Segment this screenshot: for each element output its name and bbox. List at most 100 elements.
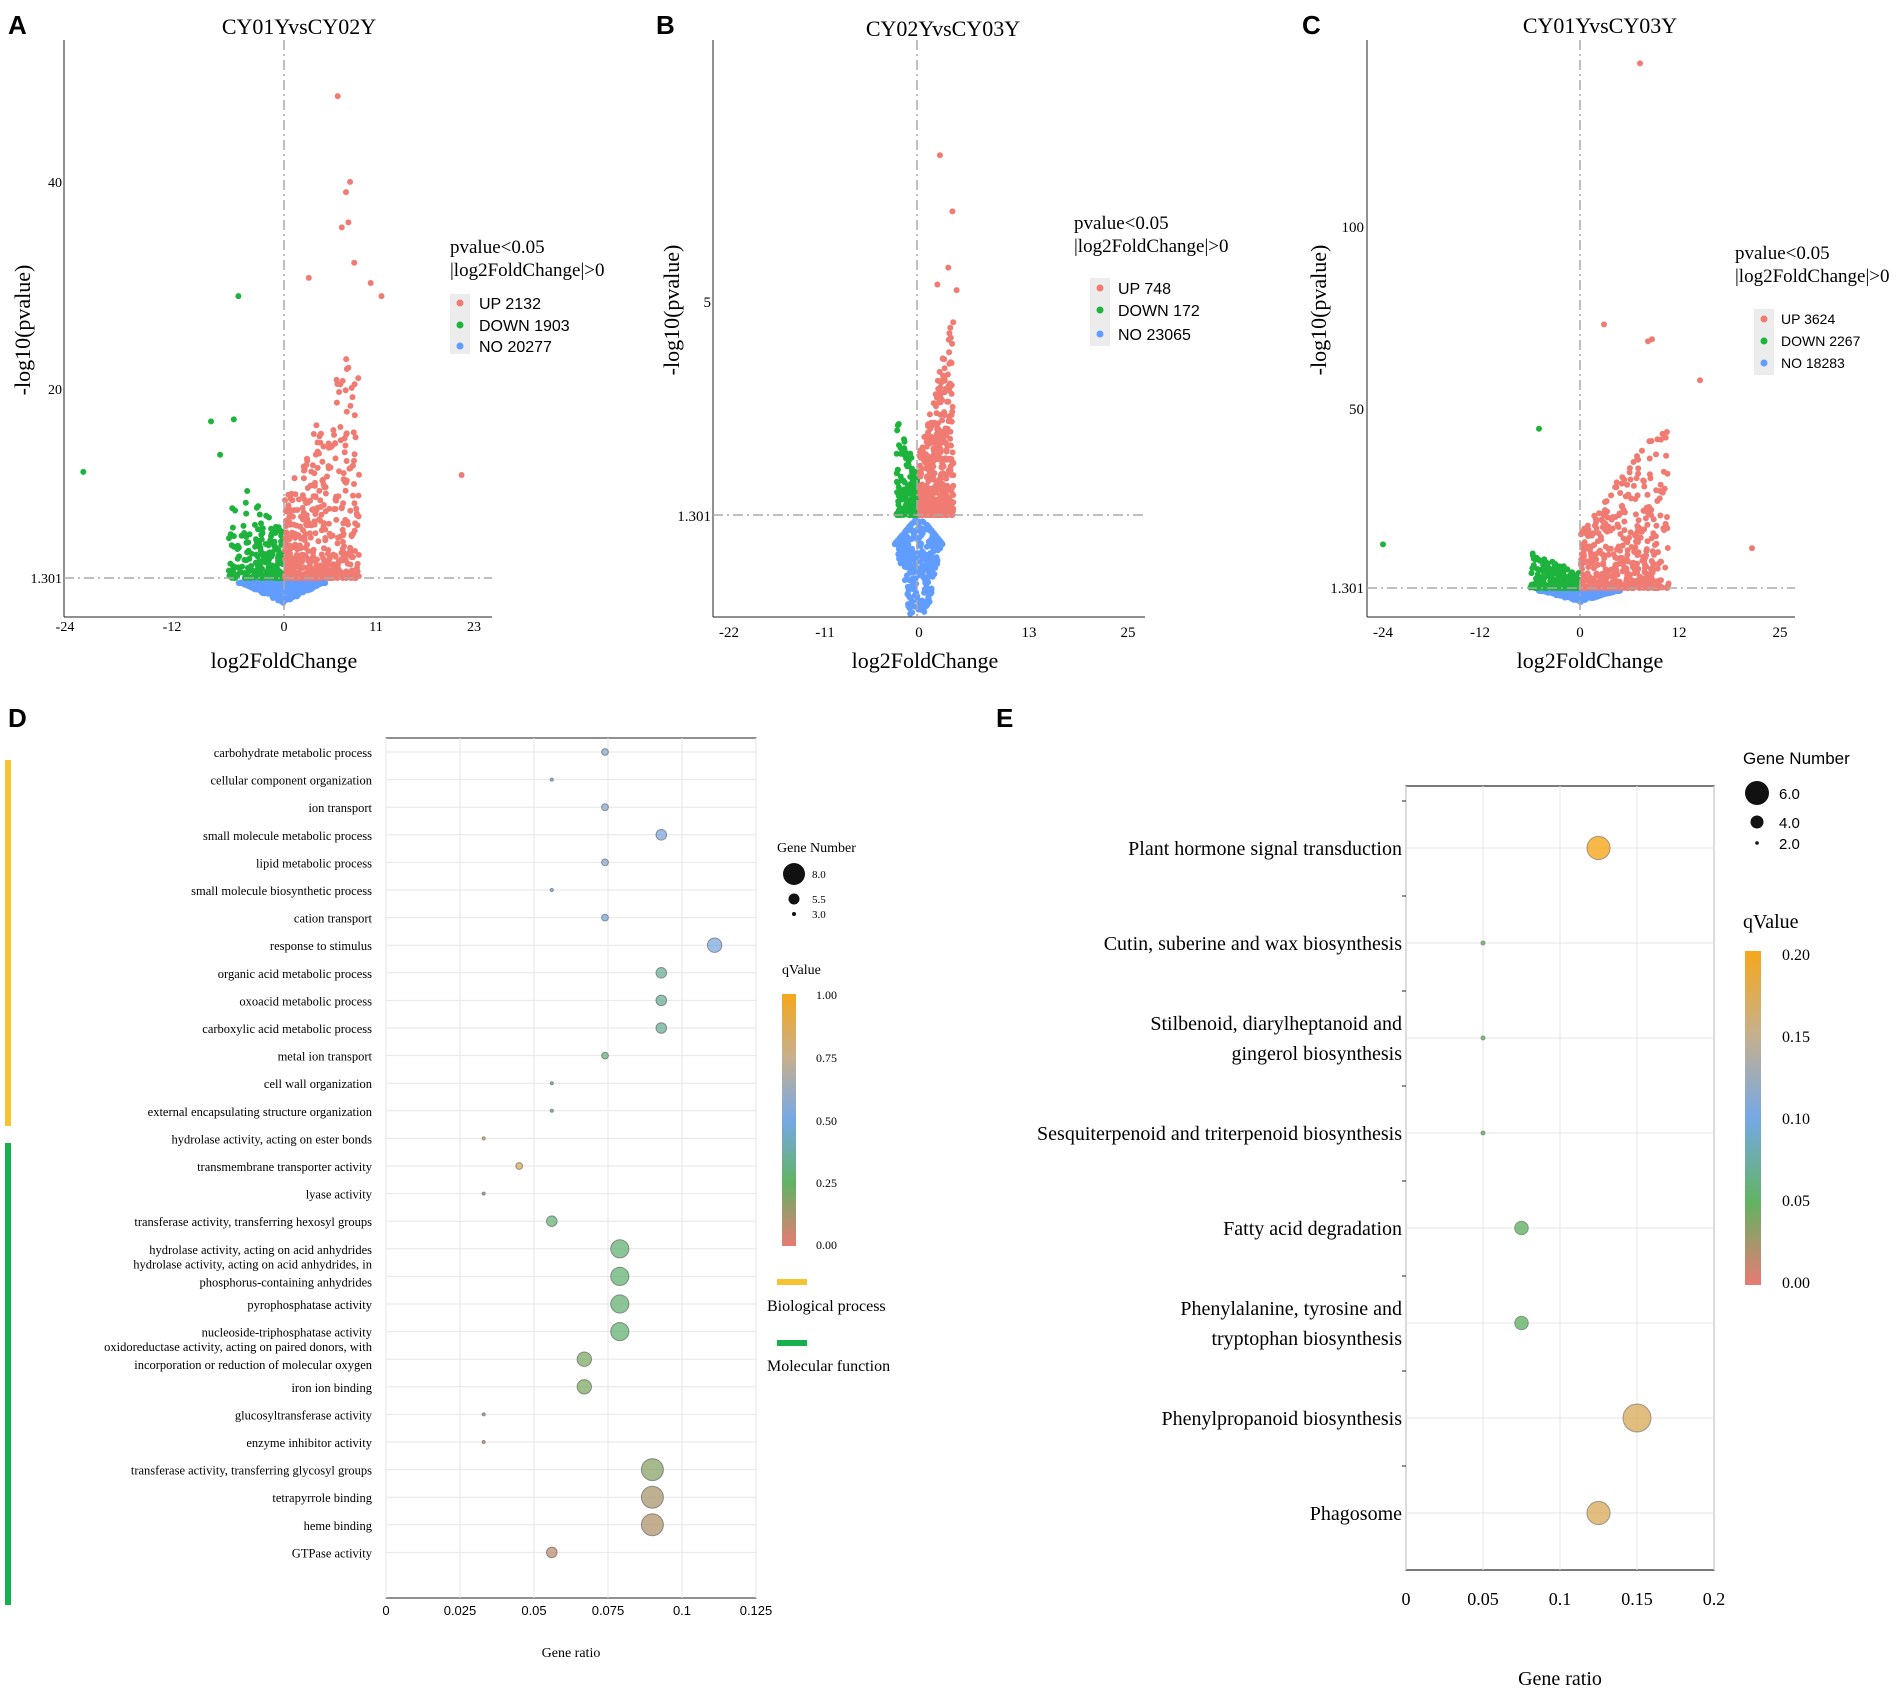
color-legend-label: 0.00: [816, 1238, 837, 1252]
point-down: [897, 450, 904, 457]
point-no: [930, 529, 937, 536]
panel-a: A CY01YvsCY02Y -24 -12 0 11 23 40 20 1.3…: [8, 10, 605, 673]
bubble: [576, 1379, 592, 1395]
point-up: [320, 481, 327, 488]
point-down: [894, 422, 901, 429]
bubble: [1586, 835, 1611, 861]
point-up: [947, 380, 953, 387]
bubble: [601, 803, 609, 812]
category-label: metal ion transport: [278, 1050, 373, 1064]
point-no: [318, 579, 325, 586]
point-up: [1653, 522, 1660, 529]
point-up: [1626, 534, 1633, 541]
point-up: [927, 486, 934, 492]
point-up: [1664, 514, 1670, 520]
point-no: [902, 528, 909, 534]
color-legend-label: 0.05: [1782, 1193, 1810, 1210]
point-up: [330, 427, 337, 434]
point-up: [948, 411, 955, 418]
point-up: [340, 570, 347, 576]
point-up: [935, 482, 941, 489]
point-up: [348, 532, 355, 539]
point-up: [312, 530, 319, 537]
x-tick-label: -12: [1470, 625, 1490, 641]
point-up: [1624, 551, 1631, 558]
point-no: [294, 587, 301, 594]
point-up: [941, 409, 948, 416]
point-up: [290, 561, 297, 568]
point-down: [232, 507, 239, 514]
category-label: oxoacid metabolic process: [239, 994, 372, 1008]
x-tick-label: 0: [1576, 625, 1584, 641]
point-down: [893, 450, 900, 457]
bubble: [640, 1458, 664, 1482]
bubble: [601, 748, 609, 756]
point-up: [1644, 538, 1651, 545]
category-label: tetrapyrrole binding: [272, 1491, 372, 1505]
point-up: [347, 178, 354, 185]
point-up: [310, 546, 317, 553]
point-up: [1592, 516, 1599, 523]
legend-key-up: [456, 299, 464, 307]
point-down: [1541, 575, 1548, 581]
y-tick-label: 1.301: [677, 509, 711, 525]
point-up: [1579, 576, 1586, 583]
point-up: [949, 340, 956, 347]
point-up: [1648, 506, 1655, 513]
point-up: [332, 496, 339, 503]
point-down: [1568, 573, 1575, 580]
point-up: [345, 219, 352, 226]
point-up: [1650, 566, 1657, 573]
point-down: [1528, 570, 1535, 577]
point-down: [242, 499, 249, 506]
point-up: [1657, 436, 1664, 443]
category-label: ion transport: [308, 801, 372, 815]
x-tick-label: -24: [56, 620, 75, 635]
point-no: [893, 538, 900, 545]
point-up: [344, 560, 351, 567]
bubble: [1480, 940, 1486, 946]
point-up: [1618, 480, 1625, 487]
point-up: [1593, 525, 1600, 532]
point-up: [1631, 548, 1638, 555]
point-up: [1643, 504, 1650, 511]
point-up: [1615, 583, 1622, 590]
point-up: [930, 476, 937, 483]
point-up: [1655, 585, 1662, 591]
point-no: [911, 550, 918, 557]
point-up: [337, 424, 344, 430]
category-legend-key-bp: [777, 1279, 807, 1285]
point-down: [894, 479, 901, 486]
point-up: [1621, 527, 1628, 534]
point-up: [286, 521, 293, 528]
point-down: [1557, 580, 1564, 586]
category-label: organic acid metabolic process: [218, 967, 372, 981]
point-up: [935, 385, 942, 392]
point-up: [351, 259, 358, 266]
point-up: [313, 422, 320, 429]
point-down: [243, 557, 250, 564]
category-label: carboxylic acid metabolic process: [202, 1022, 372, 1036]
point-up: [1607, 527, 1614, 534]
point-down: [907, 473, 914, 480]
point-up: [1617, 490, 1624, 496]
point-up: [916, 453, 923, 460]
point-up: [300, 475, 307, 482]
point-down: [901, 436, 907, 443]
point-up: [340, 530, 347, 537]
point-down: [258, 536, 265, 543]
point-up: [316, 516, 323, 523]
point-down: [1555, 566, 1562, 573]
category-label: Plant hormone signal transduction: [1128, 838, 1402, 860]
point-up: [312, 575, 319, 581]
point-up: [301, 537, 308, 544]
point-down: [1535, 584, 1542, 591]
point-up: [343, 479, 349, 486]
bubble-layer: [481, 748, 723, 1559]
color-legend-title: qValue: [1743, 911, 1799, 933]
point-down: [243, 539, 250, 546]
point-down: [244, 564, 251, 571]
point-no: [260, 590, 266, 597]
bubble: [1622, 1403, 1652, 1433]
point-up: [342, 487, 349, 494]
